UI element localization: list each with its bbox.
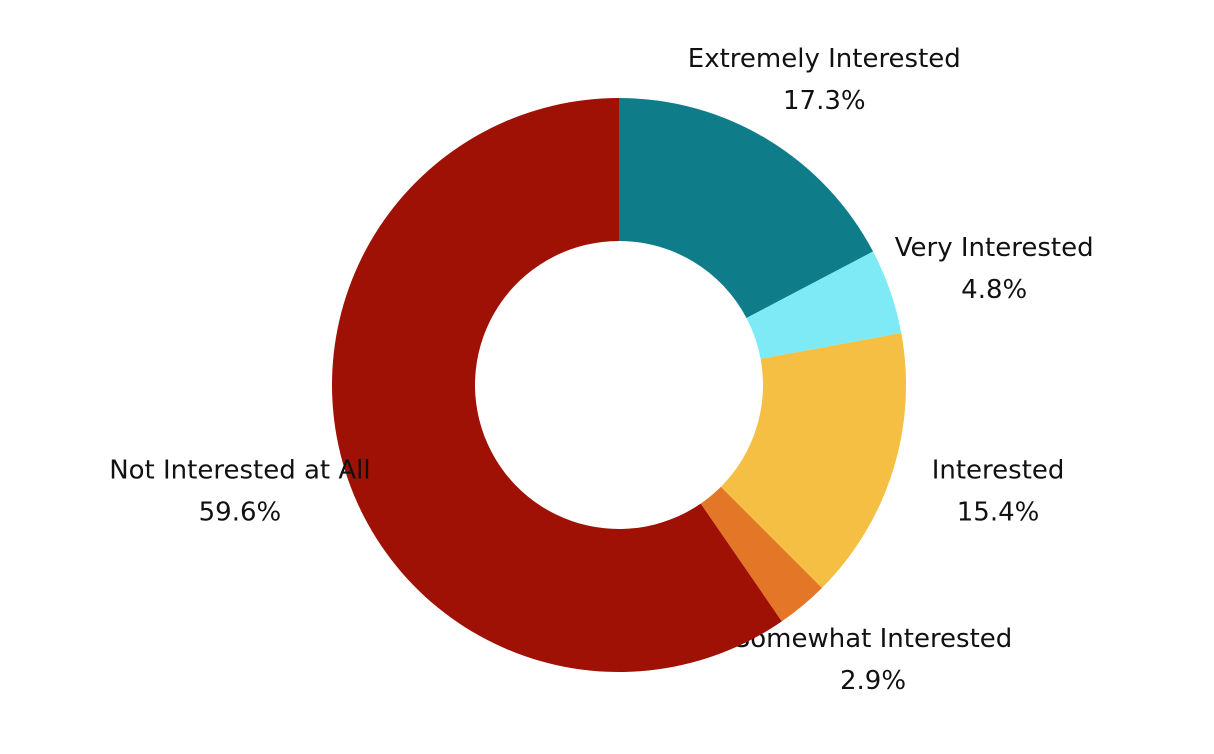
slice-label: Not Interested at All [109,456,370,486]
slice-value-label: 4.8% [961,275,1027,305]
donut-slice [332,97,782,673]
donut-slice [720,332,906,588]
slice-value-label: 15.4% [957,498,1040,528]
slice-value-label: 17.3% [783,86,866,116]
slice-label: Somewhat Interested [734,624,1013,654]
slice-value-label: 2.9% [840,666,906,696]
slice-label: Extremely Interested [688,44,961,74]
slice-value-label: 59.6% [199,498,282,528]
slice-label: Very Interested [895,233,1094,263]
donut-slice [746,251,902,359]
donut-slice [619,98,874,319]
slice-label: Interested [932,456,1065,486]
donut-slice [700,486,822,622]
